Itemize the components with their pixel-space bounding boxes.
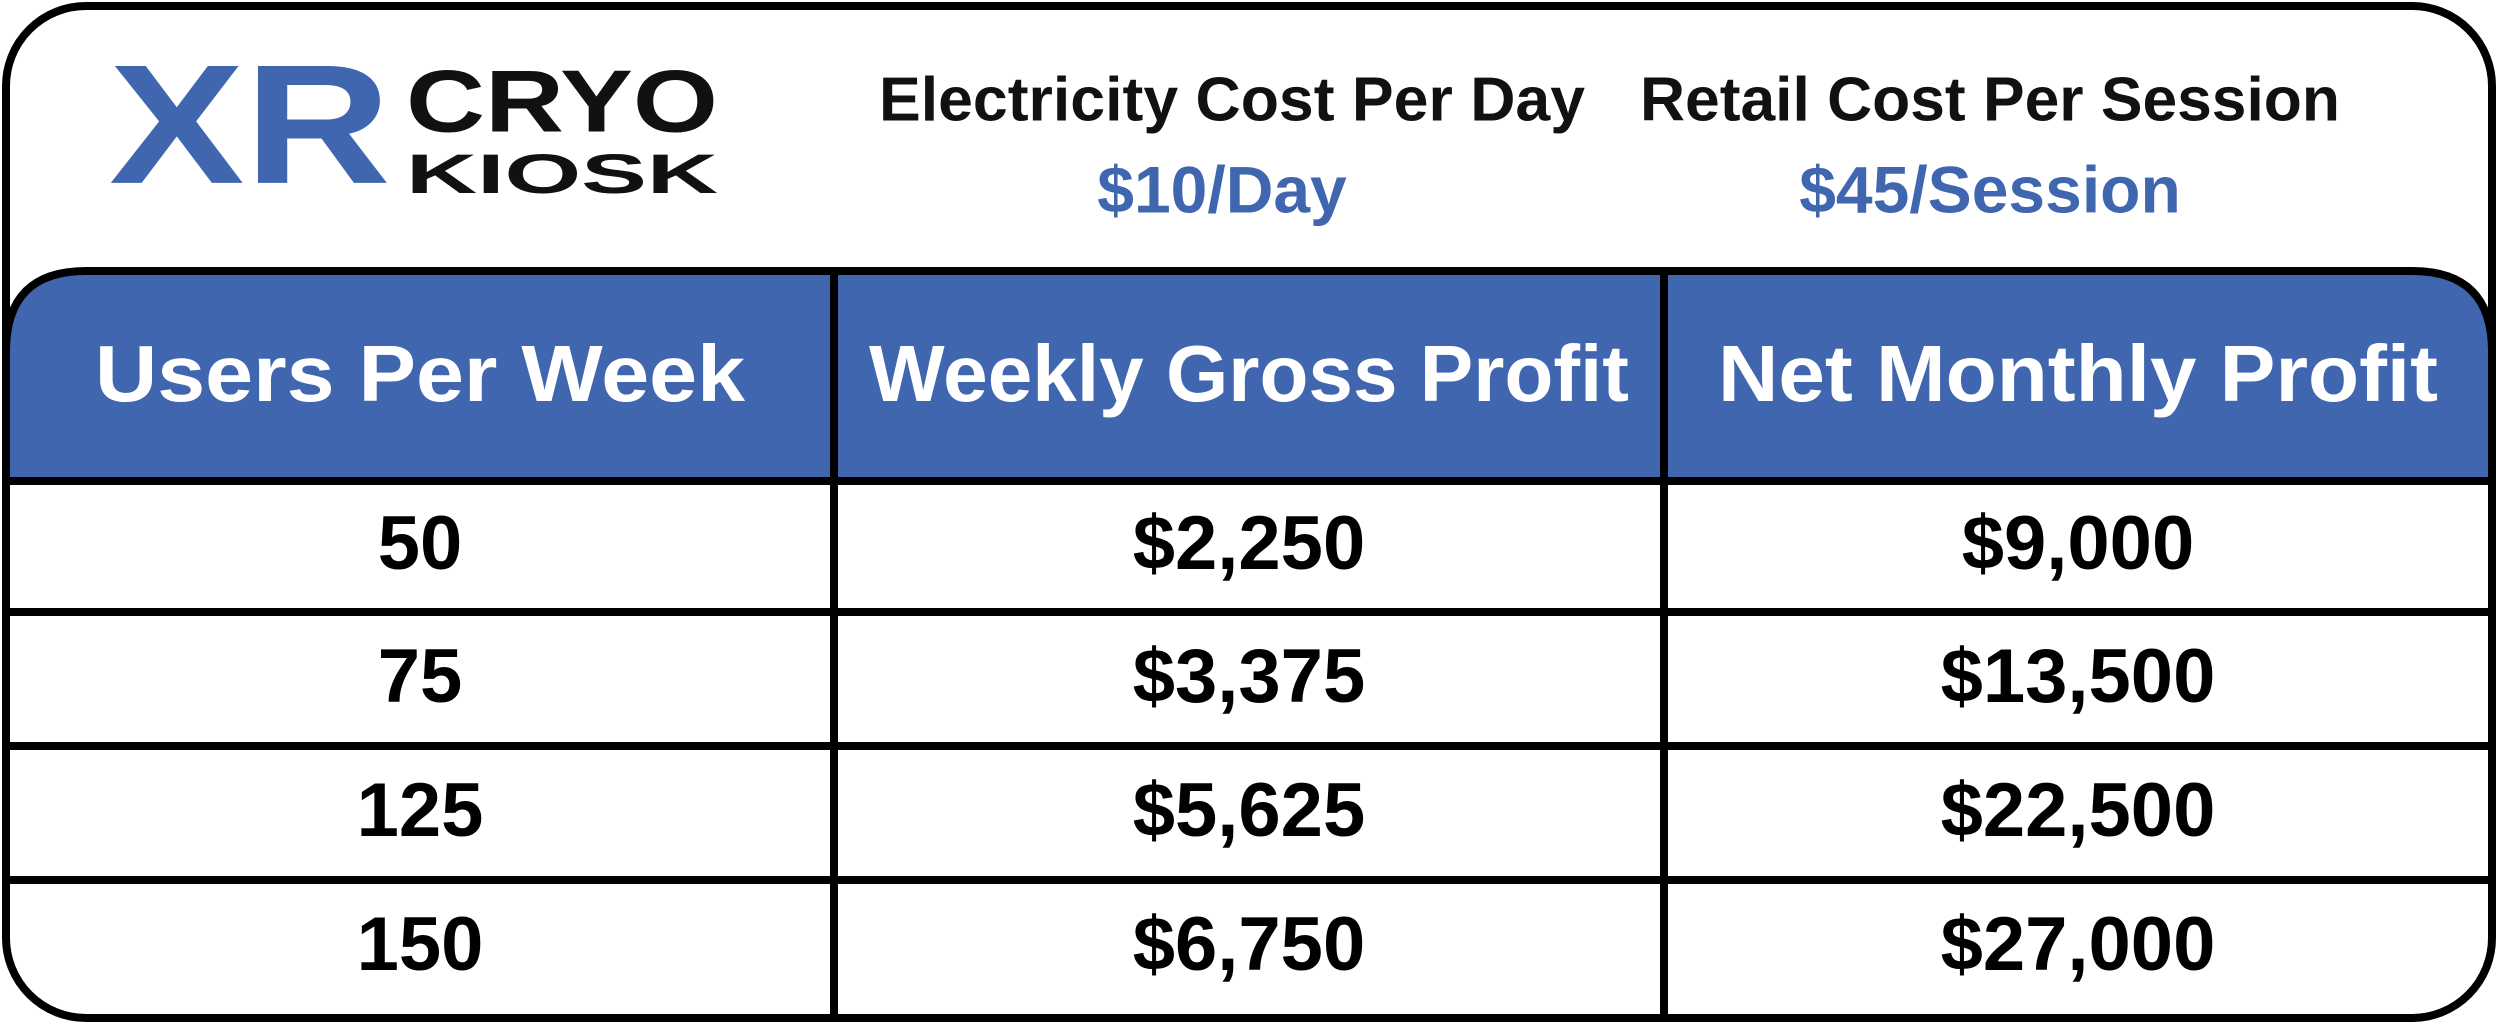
header-cell: Net Monthly Profit <box>1718 329 2438 418</box>
logo-mark: XR <box>109 30 391 220</box>
cost-value: $45/Session <box>1799 152 2181 226</box>
cost-value: $10/Day <box>1097 152 1347 226</box>
logo-line2: KIOSK <box>406 142 718 205</box>
table-cell: $3,375 <box>1133 634 1365 719</box>
table-cell: 150 <box>357 902 484 987</box>
table-cell: 125 <box>357 768 484 853</box>
logo-line1: CRYO <box>406 51 718 150</box>
table-cell: $2,250 <box>1133 501 1365 586</box>
table-grid <box>6 271 2492 1018</box>
table-cell: $9,000 <box>1962 501 2194 586</box>
table-cell: 75 <box>378 634 463 719</box>
table-cell: 50 <box>378 501 463 586</box>
header-cell: Users Per Week <box>95 329 746 418</box>
table-header-bg <box>2 267 2496 485</box>
table-cell: $6,750 <box>1133 902 1365 987</box>
table-cell: $22,500 <box>1941 768 2216 853</box>
cost-label: Retail Cost Per Session <box>1640 65 2340 134</box>
cost-label: Electricity Cost Per Day <box>879 65 1586 134</box>
table-cell: $27,000 <box>1941 902 2216 987</box>
table-cell: $13,500 <box>1941 634 2216 719</box>
table-cell: $5,625 <box>1133 768 1365 853</box>
header-cell: Weekly Gross Profit <box>869 329 1629 418</box>
